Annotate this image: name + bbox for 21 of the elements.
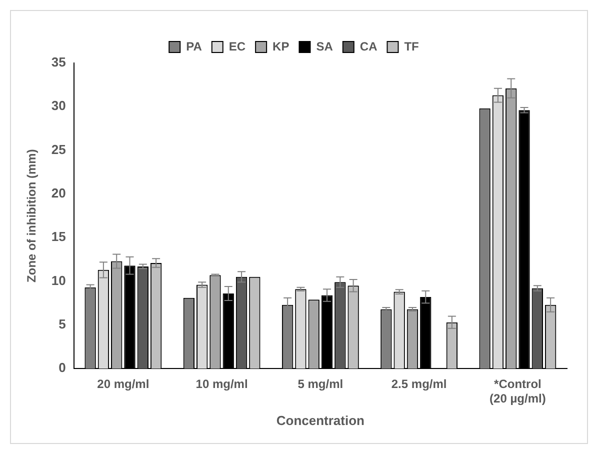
y-tick-label: 10: [51, 272, 66, 288]
y-tick-label: 25: [51, 142, 66, 157]
x-tick-label: 20 mg/ml: [97, 377, 150, 392]
x-tick-label: *Control (20 µg/ml): [490, 377, 546, 406]
y-tick-label: 0: [58, 360, 66, 376]
legend-label: EC: [228, 39, 246, 54]
x-tick-label: 10 mg/ml: [196, 377, 248, 392]
legend-label: KP: [272, 39, 290, 54]
y-tick-label: 15: [51, 229, 66, 244]
y-tick-label: 35: [51, 54, 66, 70]
y-tick-label: 5: [58, 316, 66, 332]
x-tick-label: 5 mg/ml: [298, 377, 344, 392]
x-axis-title: Concentration: [276, 412, 365, 428]
y-tick-label: 20: [51, 186, 66, 201]
y-axis-title: Zone of inhibition (mm): [24, 149, 39, 282]
legend-label: SA: [316, 39, 334, 54]
x-tick-label: 2.5 mg/ml: [391, 377, 447, 392]
legend-label: TF: [404, 39, 419, 54]
legend-label: CA: [360, 39, 378, 54]
legend-label: PA: [186, 39, 202, 54]
y-tick-label: 30: [51, 98, 66, 114]
